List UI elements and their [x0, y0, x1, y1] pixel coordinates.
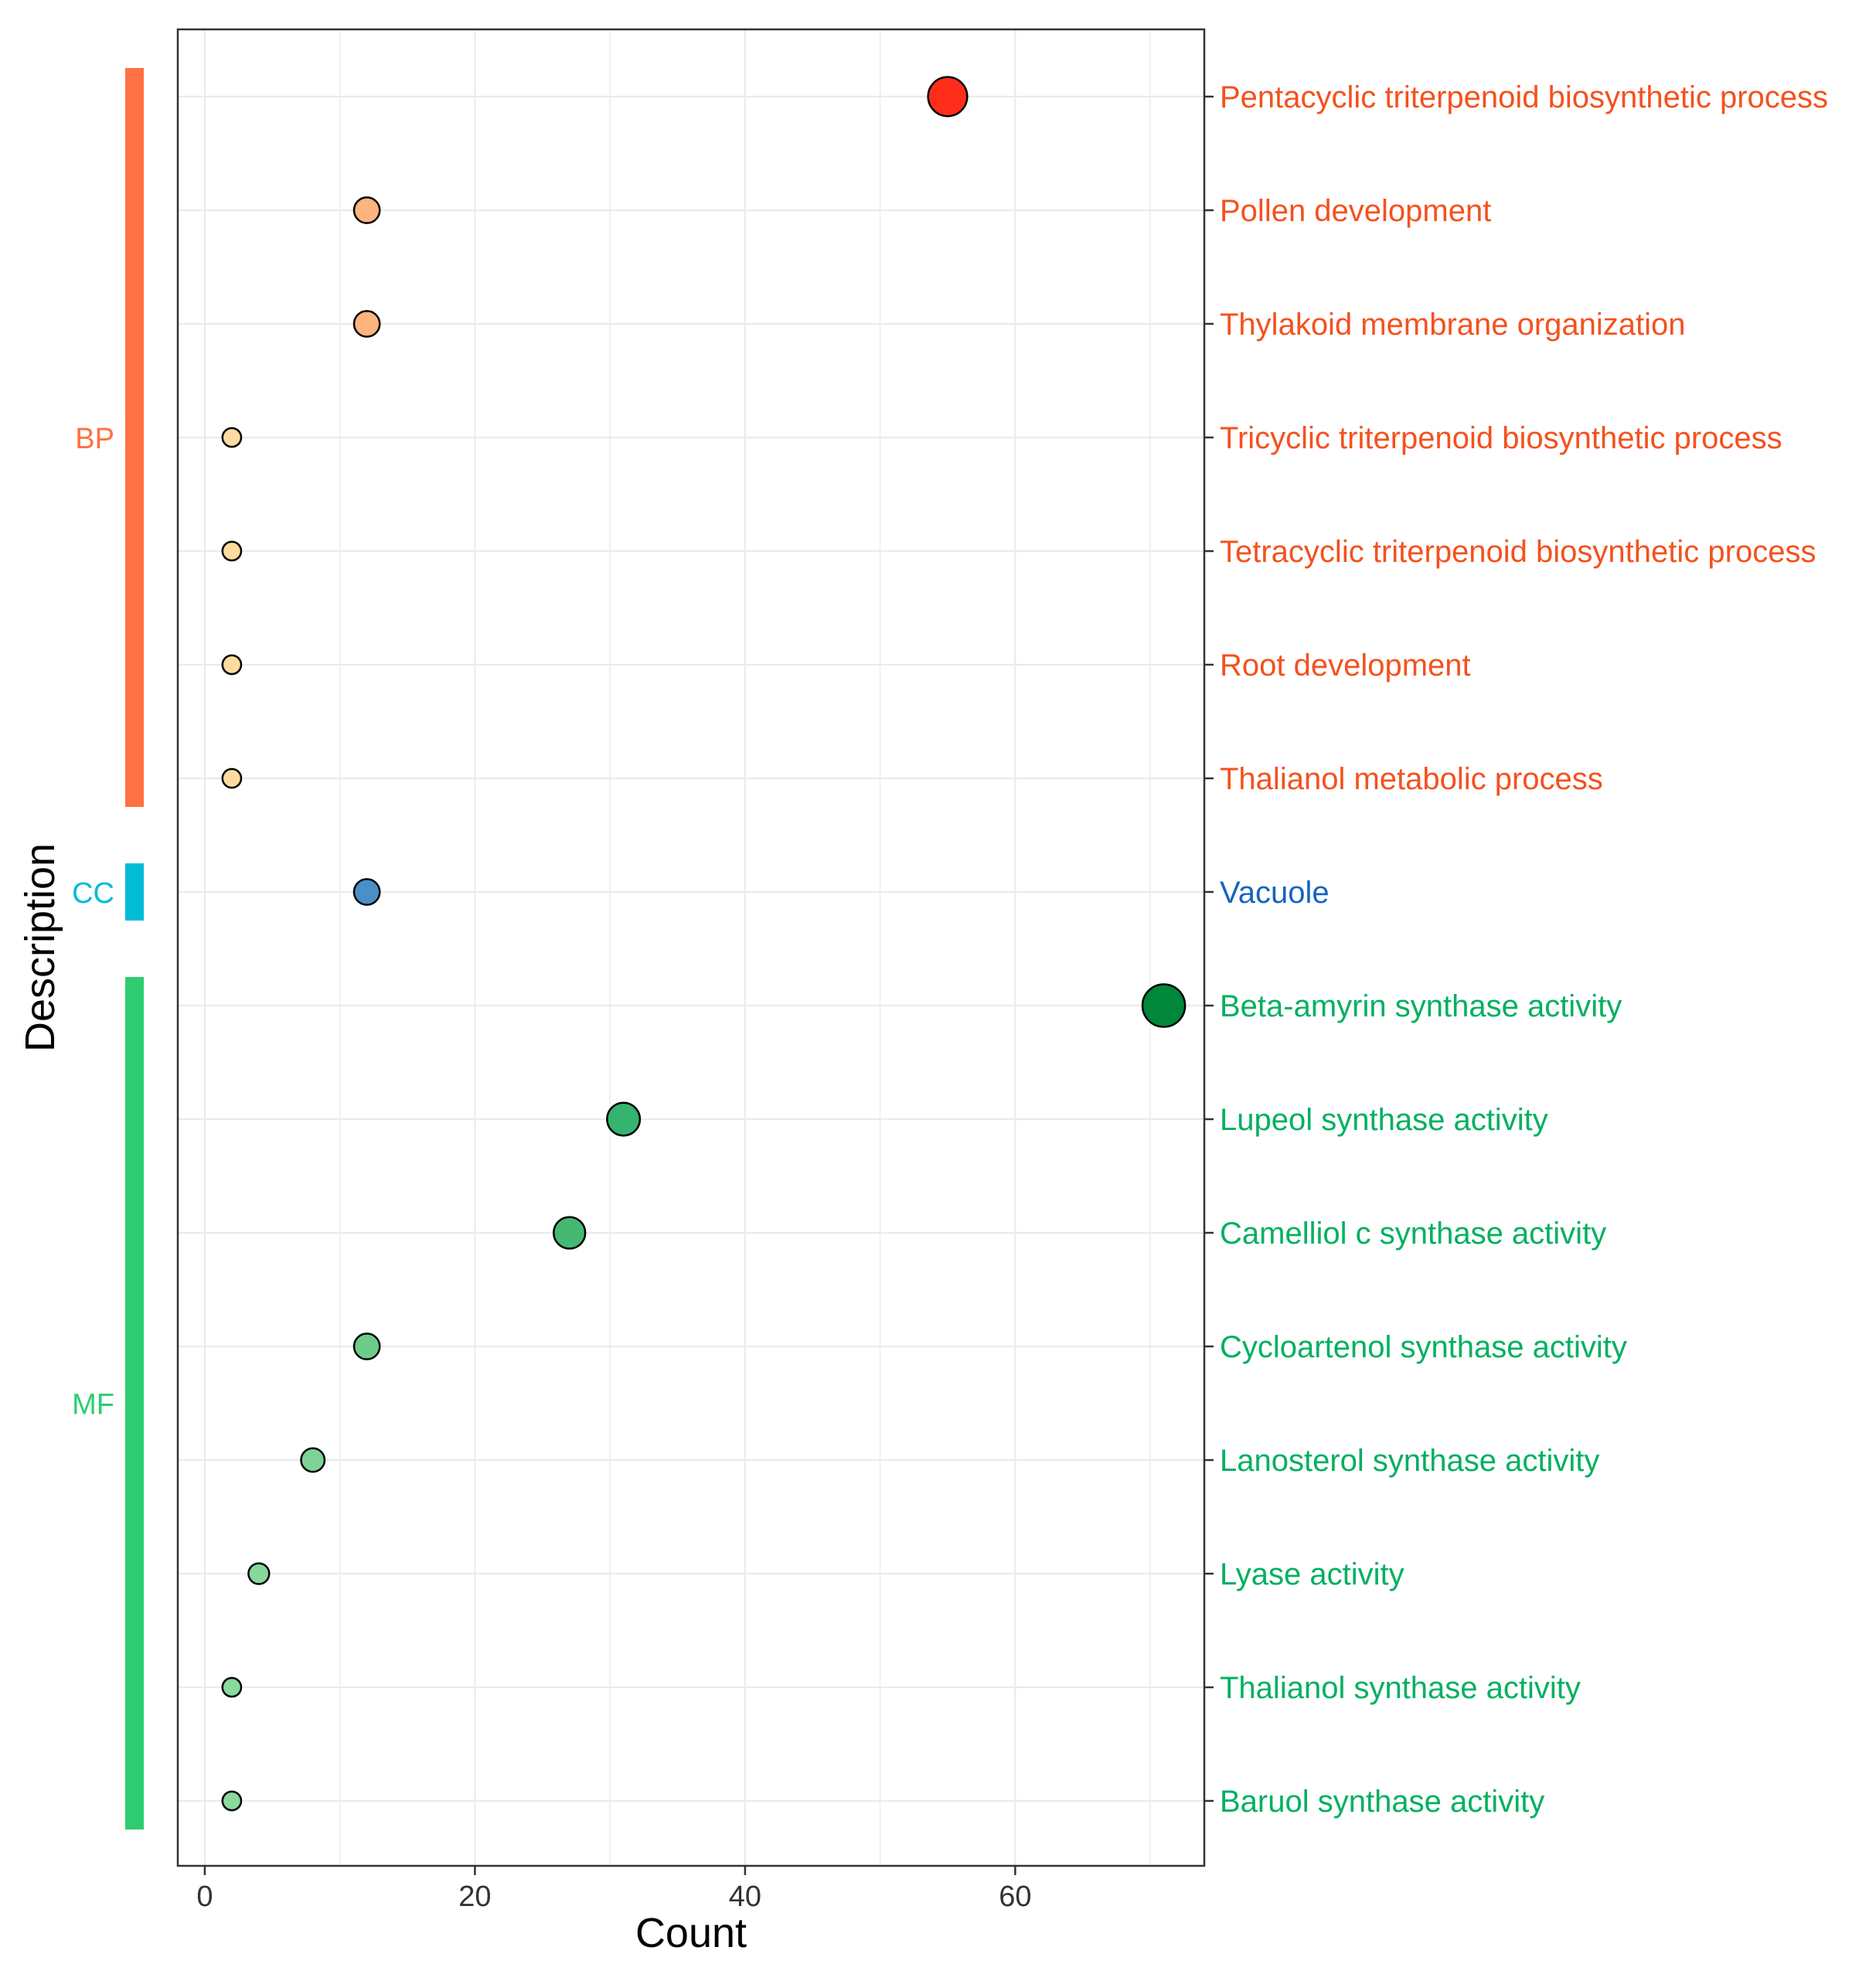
data-point — [352, 310, 381, 338]
y-tick-label: Cycloartenol synthase activity — [1220, 1330, 1627, 1364]
y-tick-label: Root development — [1220, 648, 1471, 682]
data-point — [606, 1101, 642, 1137]
y-tick-label: Baruol synthase activity — [1220, 1785, 1544, 1819]
y-tick-label: Lanosterol synthase activity — [1220, 1444, 1599, 1478]
category-label-bp: BP — [75, 423, 114, 455]
data-point — [1141, 983, 1187, 1028]
data-point — [221, 1790, 243, 1812]
x-tick-label: 20 — [458, 1881, 491, 1913]
x-tick-label: 60 — [999, 1881, 1031, 1913]
y-tick-label: Thylakoid membrane organization — [1220, 308, 1686, 342]
data-point — [927, 76, 969, 117]
category-bar-bp — [125, 68, 144, 807]
y-tick-label: Beta-amyrin synthase activity — [1220, 989, 1622, 1023]
plot-panel — [176, 28, 1206, 1867]
y-tick-label: Tetracyclic triterpenoid biosynthetic pr… — [1220, 535, 1816, 569]
y-tick-label: Camelliol c synthase activity — [1220, 1217, 1606, 1251]
data-point — [221, 540, 243, 562]
y-tick-label: Vacuole — [1220, 876, 1330, 910]
category-bars: BP CC MF — [72, 68, 144, 1830]
data-point — [352, 878, 381, 906]
category-label-mf: MF — [72, 1389, 114, 1421]
x-tick-label: 40 — [729, 1881, 761, 1913]
y-axis-title: Description — [17, 843, 63, 1052]
data-point — [221, 654, 243, 676]
y-tick-label: Thalianol synthase activity — [1220, 1671, 1581, 1705]
y-tick-label: Lyase activity — [1220, 1557, 1404, 1591]
data-point — [352, 1333, 381, 1360]
data-point — [221, 427, 243, 448]
y-axis: Pentacyclic triterpenoid biosynthetic pr… — [1204, 80, 1828, 1819]
data-point — [221, 1676, 243, 1698]
y-tick-label: Thalianol metabolic process — [1220, 762, 1603, 796]
y-tick-label: Pollen development — [1220, 194, 1491, 228]
y-tick-label: Tricyclic triterpenoid biosynthetic proc… — [1220, 421, 1782, 455]
data-point — [300, 1447, 326, 1473]
category-bar-cc — [125, 863, 144, 921]
x-tick-label: 0 — [196, 1881, 213, 1913]
y-tick-label: Lupeol synthase activity — [1220, 1103, 1548, 1137]
category-label-cc: CC — [72, 877, 114, 910]
x-axis-title: Count — [635, 1910, 747, 1956]
data-points — [221, 76, 1187, 1812]
data-point — [352, 196, 381, 224]
x-axis: 0 20 40 60 — [196, 1866, 1032, 1913]
data-point — [247, 1562, 271, 1585]
category-bar-mf — [125, 977, 144, 1830]
y-tick-label: Pentacyclic triterpenoid biosynthetic pr… — [1220, 80, 1828, 114]
data-point — [553, 1216, 587, 1250]
data-point — [221, 768, 243, 789]
grid-lines — [178, 29, 1204, 1866]
